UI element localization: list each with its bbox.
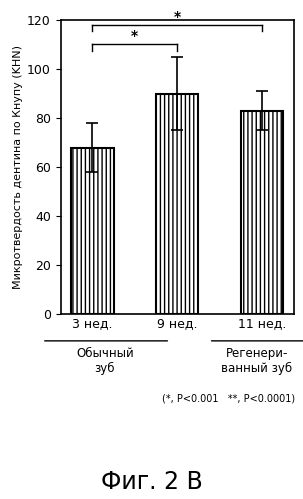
Text: (*, P<0.001   **, P<0.0001): (*, P<0.001 **, P<0.0001)	[162, 394, 295, 404]
Bar	[156, 94, 198, 314]
Text: Обычный
зуб: Обычный зуб	[76, 347, 134, 375]
Y-axis label: Микротвердость дентина по Кнупу (KHN): Микротвердость дентина по Кнупу (KHN)	[13, 45, 23, 289]
Text: Регенери-
ванный зуб: Регенери- ванный зуб	[221, 347, 292, 375]
Text: Фиг. 2 В: Фиг. 2 В	[101, 470, 202, 494]
Bar	[241, 111, 283, 314]
Bar	[71, 148, 114, 314]
Text: *: *	[131, 29, 138, 43]
Text: *: *	[174, 9, 181, 23]
